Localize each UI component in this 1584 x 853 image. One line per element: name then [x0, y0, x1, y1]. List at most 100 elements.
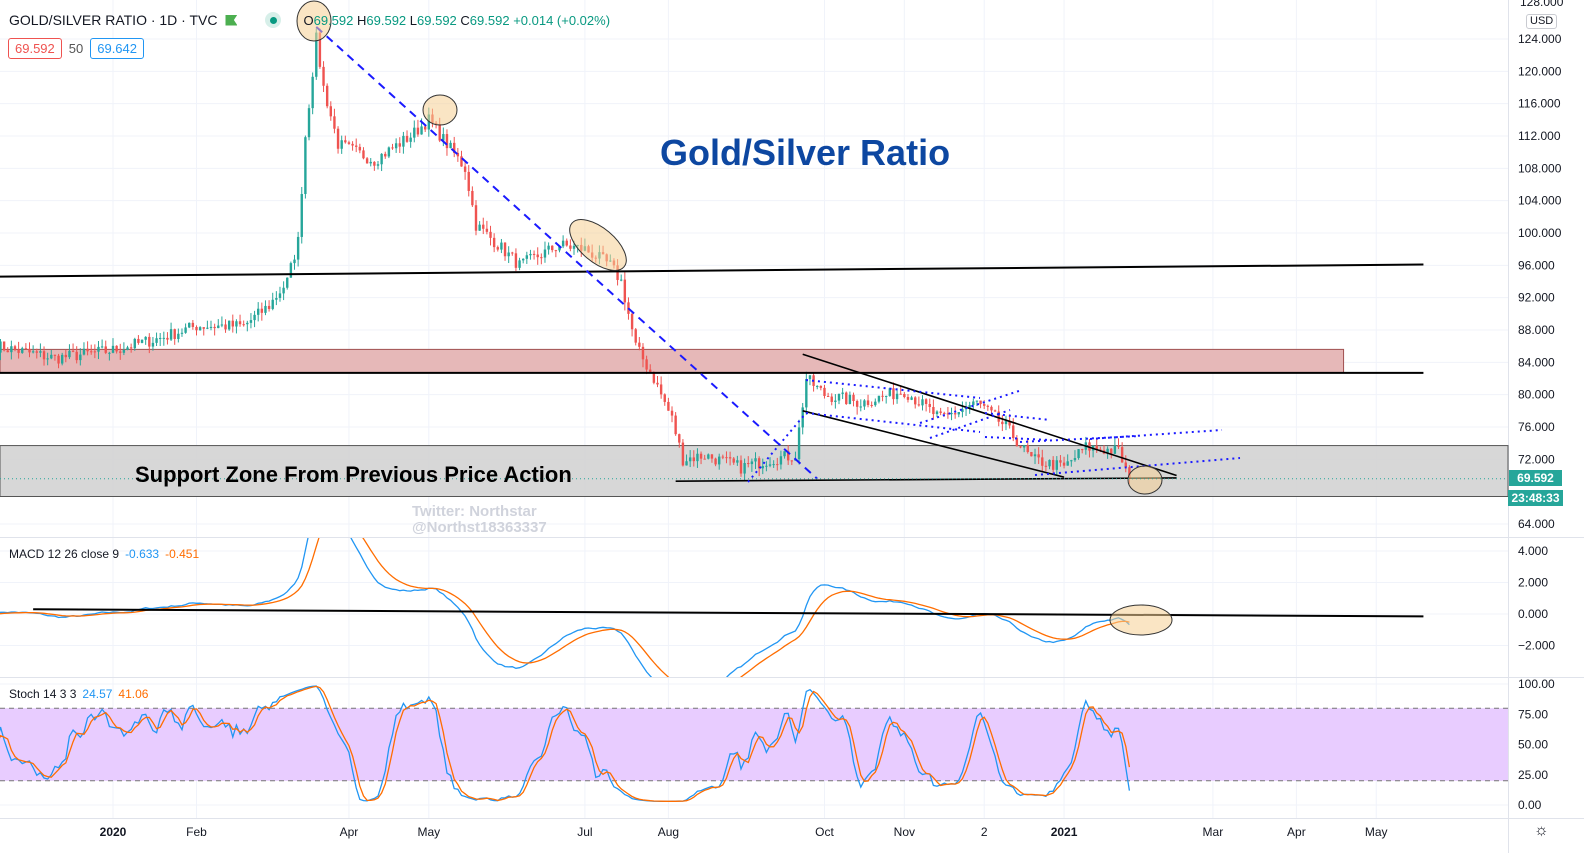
candle	[630, 313, 634, 330]
price-tick-label: 92.000	[1518, 291, 1555, 305]
candle	[558, 246, 561, 251]
time-tick-label: 2020	[100, 825, 127, 839]
candle	[347, 142, 351, 144]
currency-badge[interactable]: USD	[1526, 14, 1558, 29]
candle	[144, 336, 147, 340]
candle	[478, 224, 481, 231]
candle	[224, 324, 227, 330]
candle	[318, 32, 322, 67]
candle	[13, 346, 17, 350]
candle	[790, 460, 794, 462]
candle	[0, 341, 2, 353]
candle	[64, 354, 68, 358]
stoch-legend: Stoch 14 3 3 24.57 41.06	[9, 687, 149, 701]
candle	[768, 464, 772, 466]
candle	[445, 134, 449, 149]
candle	[166, 337, 169, 340]
support-zone-label: Support Zone From Previous Price Action	[135, 462, 572, 487]
candle	[336, 128, 340, 149]
settings-gear-icon[interactable]: ☼	[1534, 822, 1549, 839]
candle	[137, 338, 140, 343]
candle	[467, 171, 470, 191]
candle	[547, 245, 550, 250]
candle	[133, 338, 136, 349]
candle	[972, 401, 975, 406]
candle	[866, 400, 870, 405]
candle	[1041, 457, 1044, 466]
candle	[442, 134, 445, 141]
candle	[779, 456, 783, 465]
candle	[750, 461, 754, 465]
candle	[503, 242, 507, 257]
time-tick-label: Oct	[815, 825, 834, 839]
candle	[1099, 449, 1102, 451]
candle	[848, 394, 852, 404]
candle	[6, 350, 9, 353]
candle	[496, 247, 499, 250]
candle	[830, 396, 833, 402]
candle	[10, 346, 13, 353]
candle	[514, 253, 518, 268]
time-tick-label: May	[417, 825, 440, 839]
candle	[895, 393, 899, 400]
candle	[286, 277, 289, 288]
candle	[209, 326, 213, 328]
candle	[816, 385, 819, 387]
candle	[129, 347, 133, 349]
candle	[39, 351, 42, 353]
price-tick-label: 108.000	[1518, 161, 1562, 175]
candle	[1001, 421, 1004, 425]
candle	[184, 327, 187, 333]
candle	[322, 66, 325, 86]
candle	[28, 348, 31, 353]
symbol-title[interactable]: GOLD/SILVER RATIO · 1D · TVC	[9, 12, 218, 28]
sell-button[interactable]: 69.592	[8, 38, 62, 59]
market-status-icon[interactable]	[265, 12, 282, 28]
buy-button[interactable]: 69.642	[90, 38, 144, 59]
candle	[990, 406, 993, 411]
candle	[75, 351, 78, 361]
candle	[521, 258, 525, 261]
candle	[834, 400, 837, 402]
price-tick-label: 72.000	[1518, 452, 1555, 466]
candle	[532, 253, 536, 255]
stoch-tick-label: 25.00	[1518, 768, 1548, 782]
candle	[699, 453, 703, 459]
candle	[206, 327, 209, 329]
candle	[21, 348, 24, 353]
candle	[732, 458, 735, 463]
candle	[670, 410, 674, 416]
candle	[681, 442, 685, 466]
price-tick-label: 80.000	[1518, 388, 1555, 402]
candle	[413, 127, 416, 138]
candle	[1019, 446, 1022, 448]
candle	[841, 392, 844, 394]
candle	[358, 146, 362, 151]
candle	[823, 387, 826, 396]
candle	[402, 135, 405, 147]
candle	[924, 399, 928, 404]
candle	[993, 410, 997, 412]
candle	[1030, 452, 1033, 457]
candle	[169, 329, 173, 340]
candle	[1070, 460, 1073, 462]
flag-icon[interactable]	[225, 14, 238, 26]
triangle-lower-line	[802, 410, 1065, 478]
candle	[198, 327, 202, 331]
candle	[60, 354, 64, 364]
candle	[1128, 467, 1131, 479]
chart-title-annotation: Gold/Silver Ratio	[660, 132, 950, 173]
candle	[242, 324, 245, 326]
candle	[910, 397, 913, 400]
candle	[953, 413, 957, 415]
candle	[423, 126, 427, 130]
dotted-channel-line	[1089, 429, 1223, 440]
candle	[739, 460, 743, 474]
candle	[935, 411, 939, 415]
candle	[983, 404, 986, 406]
time-tick-label: Apr	[1287, 825, 1306, 839]
candle	[805, 379, 808, 408]
candle	[151, 342, 155, 347]
candle	[369, 161, 372, 164]
